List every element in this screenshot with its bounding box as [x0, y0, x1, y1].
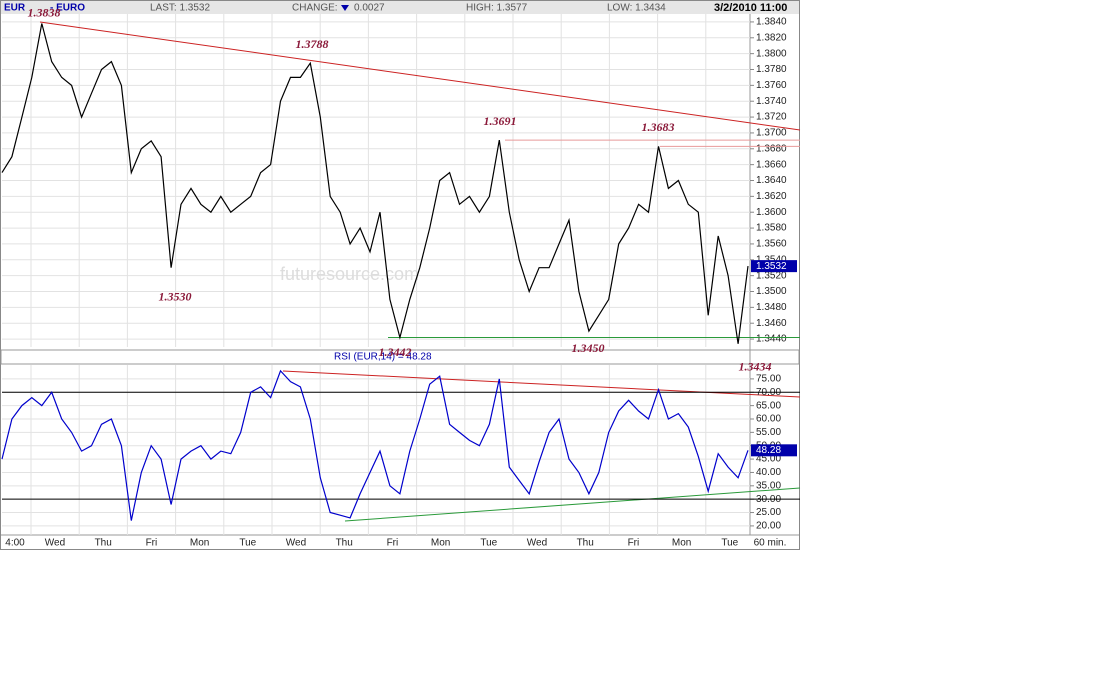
watermark: futuresource.com [280, 264, 419, 284]
annotation: 1.3788 [296, 37, 329, 51]
header-bar [1, 1, 799, 14]
y-tick-label: 1.3460 [756, 318, 787, 329]
annotation: 1.3683 [642, 120, 675, 134]
y-tick-label: 1.3500 [756, 286, 787, 297]
last-value-box [751, 444, 797, 457]
resistance-trendline [39, 21, 801, 131]
y-tick-label: 75.00 [756, 374, 781, 385]
rsi-header [0, 349, 800, 365]
x-tick-label: Tue [480, 538, 497, 549]
y-tick-label: 35.00 [756, 480, 781, 491]
x-tick-label: Thu [577, 538, 594, 549]
price-line [1, 23, 749, 344]
y-tick-label: 1.3440 [756, 334, 787, 345]
annotation: 1.3530 [159, 289, 192, 303]
change-label: CHANGE: [292, 3, 338, 14]
y-tick-label: 40.00 [756, 467, 781, 478]
y-tick-label: 20.00 [756, 521, 781, 532]
y-tick-label: 25.00 [756, 507, 781, 518]
y-tick-label: 1.3760 [756, 80, 787, 91]
y-tick-label: 1.3560 [756, 239, 787, 250]
x-tick-label: Thu [95, 538, 112, 549]
symbol-name: - EURO [50, 3, 85, 14]
x-tick-label: Mon [672, 538, 691, 549]
last: LAST: 1.3532 [150, 3, 210, 14]
y-tick-label: 1.3520 [756, 270, 787, 281]
x-tick-label: Tue [721, 538, 738, 549]
symbol: EUR [4, 3, 26, 14]
y-tick-label: 1.3600 [756, 207, 787, 218]
x-tick-label: Thu [336, 538, 353, 549]
y-tick-label: 1.3840 [756, 17, 787, 28]
y-tick-label: 1.3640 [756, 175, 787, 186]
x-tick-label: Wed [527, 538, 547, 549]
annotation: 1.3442 [379, 345, 412, 359]
y-tick-label: 1.3780 [756, 64, 787, 75]
down-arrow [341, 5, 349, 11]
datetime: 3/2/2010 11:00 [714, 2, 787, 14]
low: LOW: 1.3434 [607, 3, 666, 14]
x-tick-label: Wed [45, 538, 65, 549]
y-tick-label: 1.3660 [756, 159, 787, 170]
rsi-support-trendline [344, 487, 801, 522]
x-tick-label: Fri [387, 538, 399, 549]
y-tick-label: 1.3580 [756, 223, 787, 234]
change: 0.0027 [354, 3, 385, 14]
y-tick-label: 1.3700 [756, 128, 787, 139]
annotation: 1.3691 [484, 114, 517, 128]
x-tick-label: Mon [431, 538, 450, 549]
annotation: 1.3838 [28, 5, 61, 19]
annotation: 1.3450 [572, 341, 605, 355]
y-tick-label: 55.00 [756, 427, 781, 438]
chart: EUR - EURO LAST: 1.3532 CHANGE: 0.0027 H… [0, 0, 801, 550]
y-tick-label: 1.3540 [756, 254, 787, 265]
last-value-box [751, 260, 797, 273]
y-tick-label: 1.3720 [756, 112, 787, 123]
y-tick-label: 1.3800 [756, 48, 787, 59]
y-tick-label: 65.00 [756, 400, 781, 411]
high: HIGH: 1.3577 [466, 3, 528, 14]
x-tick-label: 4:00 [5, 538, 25, 549]
interval: 60 min. [754, 538, 787, 549]
y-tick-label: 1.3740 [756, 96, 787, 107]
x-tick-label: Tue [239, 538, 256, 549]
frame [0, 0, 800, 550]
y-tick-label: 1.3820 [756, 32, 787, 43]
y-tick-label: 60.00 [756, 414, 781, 425]
y-tick-label: 1.3620 [756, 191, 787, 202]
x-tick-label: Fri [146, 538, 158, 549]
last-value-label: 1.3532 [756, 261, 787, 272]
x-tick-label: Mon [190, 538, 209, 549]
y-tick-label: 45.00 [756, 454, 781, 465]
x-tick-label: Fri [628, 538, 640, 549]
y-tick-label: 1.3680 [756, 143, 787, 154]
y-tick-label: 1.3480 [756, 302, 787, 313]
last-value-label: 48.28 [756, 445, 781, 456]
price-line [1, 369, 749, 521]
annotation: 1.3434 [739, 360, 772, 374]
x-tick-label: Wed [286, 538, 306, 549]
rsi-title: RSI (EUR,14) = 48.28 [334, 352, 432, 363]
